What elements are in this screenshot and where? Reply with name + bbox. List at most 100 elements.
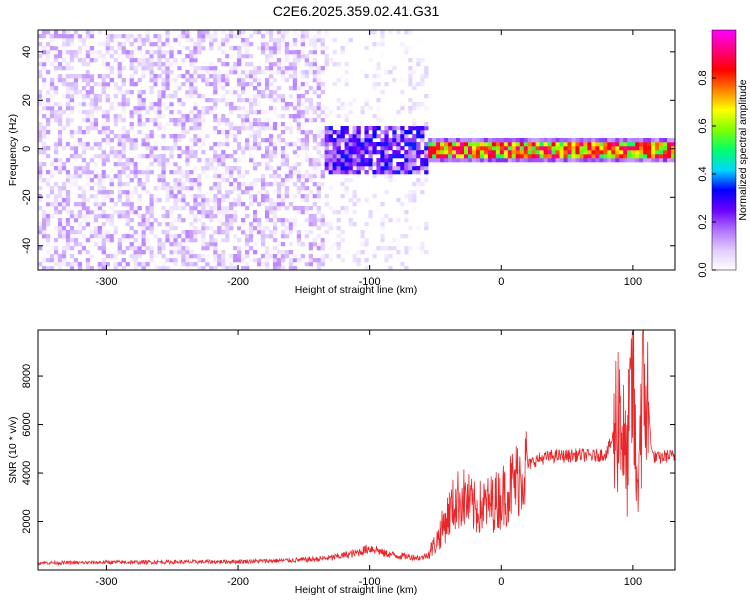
spectrogram-cell (113, 210, 118, 215)
spectrogram-cell (444, 158, 449, 163)
spectrogram-cell (105, 194, 110, 199)
spectrogram-cell (579, 142, 584, 147)
spectrogram-cell (400, 154, 405, 159)
spectrogram-cell (308, 190, 314, 195)
spectrogram-cell (249, 70, 254, 75)
spectrogram-cell (185, 158, 190, 163)
spectrogram-cell (245, 46, 250, 51)
spectrogram-cell (547, 154, 552, 159)
spectrogram-cell (416, 58, 421, 63)
spectrogram-cell (53, 30, 59, 35)
spectrogram-cell (89, 110, 95, 115)
spectrogram-cell (101, 230, 106, 235)
spectrogram-cell (408, 154, 413, 159)
spectrogram-cell (245, 98, 250, 103)
spectrogram-cell (237, 146, 242, 151)
spectrogram-cell (185, 54, 190, 59)
spectrogram-cell (201, 238, 206, 243)
spectrogram-cell (81, 166, 87, 171)
spectrogram-cell (173, 262, 178, 267)
spectrogram-cell (161, 86, 166, 91)
spectrogram-cell (456, 154, 461, 159)
spectrogram-cell (77, 74, 83, 79)
spectrogram-cell (149, 86, 154, 91)
spectrogram-cell (89, 194, 95, 199)
spectrogram-cell (165, 74, 170, 79)
spectrogram-cell (173, 142, 178, 147)
spectrogram-cell (117, 70, 122, 75)
spectrogram-cell (487, 154, 493, 159)
spectrogram-cell (97, 214, 102, 219)
spectrogram-cell (324, 146, 329, 151)
spectrogram-cell (113, 234, 118, 239)
spectrogram-cell (141, 222, 146, 227)
spectrogram-cell (225, 154, 230, 159)
spectrogram-cell (69, 166, 75, 171)
spectrogram-cell (209, 238, 214, 243)
spectrogram-cell (213, 174, 218, 179)
spectrogram-cell (260, 122, 266, 127)
spectrogram-cell (121, 258, 126, 263)
spectrogram-cell (276, 34, 282, 39)
spectrogram-cell (229, 106, 234, 111)
spectrogram-cell (213, 206, 218, 211)
spectrogram-cell (288, 222, 294, 227)
spectrogram-cell (539, 154, 544, 159)
spectrogram-cell (328, 258, 333, 263)
spectrogram-cell (296, 186, 302, 191)
spectrogram-cell (145, 50, 150, 55)
spectrogram-cell (296, 34, 302, 39)
spectrogram-cell (296, 198, 302, 203)
spectrogram-cell (272, 142, 278, 147)
spectrogram-cell (45, 234, 51, 239)
spectrogram-cell (495, 158, 501, 163)
spectrogram-cell (49, 34, 55, 39)
spectrogram-cell (149, 250, 154, 255)
spectrogram-cell (483, 138, 489, 143)
colorbar-tick-label: 0.8 (697, 70, 709, 85)
spectrogram-cell (264, 262, 270, 267)
spectrogram-cell (129, 114, 134, 119)
spectrogram-cell (292, 86, 298, 91)
spectrogram-cell (404, 202, 409, 207)
spectrogram-cell (57, 162, 63, 167)
spectrogram-cell (125, 58, 130, 63)
spectrogram-cell (511, 142, 517, 147)
spectrogram-cell (288, 142, 294, 147)
spectrogram-cell (105, 38, 110, 43)
spectrogram-cell (81, 110, 87, 115)
spectrogram-cell (121, 154, 126, 159)
spectrogram-cell (308, 174, 314, 179)
spectrogram-cell (392, 138, 397, 143)
spectrogram-cell (268, 54, 274, 59)
spectrogram-cell (61, 198, 67, 203)
spectrogram-cell (388, 254, 393, 259)
spectrogram-cell (125, 246, 130, 251)
spectrogram-cell (671, 150, 675, 155)
spectrogram-cell (316, 106, 321, 111)
spectrogram-cell (121, 238, 126, 243)
spectrogram-cell (73, 74, 79, 79)
spectrogram-cell (308, 166, 314, 171)
spectrogram-cell (57, 222, 63, 227)
spectrogram-cell (77, 46, 83, 51)
spectrogram-cell (121, 34, 126, 39)
spectrogram-cell (328, 38, 333, 43)
spectrogram-cell (73, 174, 79, 179)
spectrogram-cell (129, 126, 134, 131)
spectrogram-cell (384, 258, 389, 263)
spectrogram-cell (571, 150, 576, 155)
spectrogram-cell (296, 98, 302, 103)
spectrogram-cell (368, 142, 373, 147)
spectrogram-cell (169, 150, 174, 155)
spectrogram-cell (65, 98, 71, 103)
spectrogram-cell (201, 30, 206, 35)
spectrogram-cell (420, 246, 425, 251)
spectrogram-cell (153, 198, 158, 203)
spectrogram-cell (225, 198, 230, 203)
spectrogram-cell (312, 86, 317, 91)
spectrogram-cell (217, 142, 222, 147)
spectrogram-cell (49, 86, 55, 91)
spectrogram-cell (272, 230, 278, 235)
spectrogram-cell (221, 194, 226, 199)
